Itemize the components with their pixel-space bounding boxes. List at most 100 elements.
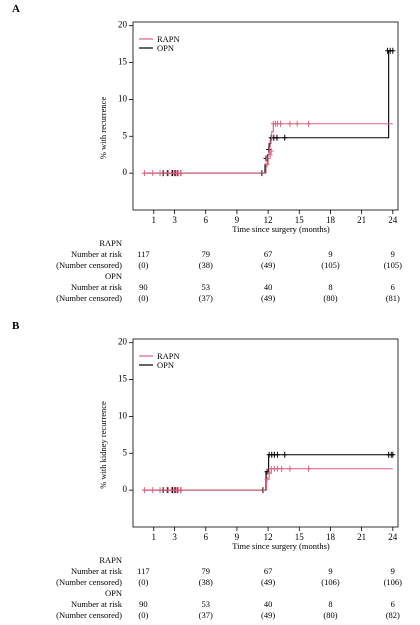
x-tick-label: 3 bbox=[172, 532, 177, 542]
plot-frame bbox=[132, 21, 399, 211]
risk-count: 9 bbox=[391, 566, 395, 576]
x-tick-label: 21 bbox=[357, 532, 366, 542]
y-tick-label: 15 bbox=[118, 374, 128, 384]
legend-label-opn: OPN bbox=[157, 43, 174, 53]
number-censored-label: (Number censored) bbox=[56, 610, 122, 620]
censor-mark-rapn bbox=[279, 465, 285, 472]
censor-mark-rapn bbox=[287, 465, 293, 472]
plot-frame bbox=[132, 338, 399, 528]
censor-mark-opn bbox=[282, 451, 288, 458]
x-tick-label: 6 bbox=[203, 532, 208, 542]
censored-count: (105) bbox=[321, 260, 340, 270]
x-tick-label: 3 bbox=[172, 215, 177, 225]
x-tick-label: 6 bbox=[203, 215, 208, 225]
x-tick-label: 18 bbox=[326, 532, 336, 542]
panel-label: B bbox=[12, 320, 20, 332]
y-tick-label: 5 bbox=[123, 130, 128, 140]
x-tick-label: 15 bbox=[295, 215, 305, 225]
censored-count: (37) bbox=[199, 293, 213, 303]
risk-group-name: RAPN bbox=[99, 555, 122, 565]
series-line-opn bbox=[143, 454, 393, 491]
censored-count: (49) bbox=[261, 610, 275, 620]
censor-mark-rapn bbox=[178, 170, 184, 177]
risk-count: 9 bbox=[328, 249, 332, 259]
risk-count: 53 bbox=[201, 282, 210, 292]
censor-mark-rapn bbox=[306, 120, 312, 127]
risk-count: 8 bbox=[328, 599, 332, 609]
censor-mark-rapn bbox=[264, 476, 270, 483]
censored-count: (105) bbox=[384, 260, 403, 270]
legend-label-opn: OPN bbox=[157, 360, 174, 370]
censored-count: (38) bbox=[199, 260, 213, 270]
censor-mark-rapn bbox=[287, 120, 293, 127]
number-at-risk-label: Number at risk bbox=[71, 282, 123, 292]
series-rapn bbox=[141, 120, 393, 177]
censor-mark-rapn bbox=[268, 148, 274, 155]
x-axis-title: Time since surgery (months) bbox=[232, 541, 330, 551]
y-tick-label: 10 bbox=[118, 410, 128, 420]
series-rapn bbox=[141, 465, 393, 494]
censor-mark-rapn bbox=[178, 487, 184, 494]
censor-mark-rapn bbox=[157, 170, 163, 177]
y-axis-title: % with recurrence bbox=[98, 97, 108, 160]
number-censored-label: (Number censored) bbox=[56, 293, 122, 303]
censored-count: (106) bbox=[321, 577, 340, 587]
y-tick-label: 0 bbox=[123, 484, 128, 494]
censor-mark-rapn bbox=[141, 487, 147, 494]
series-line-rapn bbox=[143, 123, 393, 174]
censor-mark-opn bbox=[282, 134, 288, 141]
x-tick-label: 24 bbox=[388, 215, 398, 225]
y-tick-label: 0 bbox=[123, 167, 128, 177]
x-tick-label: 21 bbox=[357, 215, 366, 225]
censored-count: (49) bbox=[261, 293, 275, 303]
x-tick-label: 12 bbox=[264, 215, 273, 225]
risk-count: 6 bbox=[391, 282, 395, 292]
x-tick-label: 12 bbox=[264, 532, 273, 542]
x-tick-label: 1 bbox=[152, 532, 157, 542]
censored-count: (81) bbox=[386, 293, 400, 303]
censor-mark-rapn bbox=[294, 120, 300, 127]
number-at-risk-label: Number at risk bbox=[71, 249, 123, 259]
risk-count: 40 bbox=[264, 599, 273, 609]
censor-mark-rapn bbox=[266, 470, 272, 477]
risk-group-name: OPN bbox=[105, 271, 122, 281]
x-tick-label: 9 bbox=[235, 215, 240, 225]
number-at-risk-label: Number at risk bbox=[71, 599, 123, 609]
censor-mark-rapn bbox=[150, 487, 156, 494]
censor-mark-rapn bbox=[278, 120, 284, 127]
censor-mark-rapn bbox=[267, 151, 273, 158]
censor-mark-opn bbox=[390, 47, 396, 54]
censored-count: (82) bbox=[386, 610, 400, 620]
censored-count: (106) bbox=[384, 577, 403, 587]
x-tick-label: 9 bbox=[235, 532, 240, 542]
y-tick-label: 15 bbox=[118, 57, 128, 67]
censor-mark-rapn bbox=[157, 487, 163, 494]
panel-label: A bbox=[12, 3, 20, 15]
risk-count: 67 bbox=[264, 249, 273, 259]
y-axis-title: % with kidney recurrence bbox=[98, 401, 108, 489]
risk-count: 67 bbox=[264, 566, 273, 576]
censored-count: (49) bbox=[261, 260, 275, 270]
number-at-risk-label: Number at risk bbox=[71, 566, 123, 576]
legend-label-rapn: RAPN bbox=[157, 351, 180, 361]
risk-count: 9 bbox=[328, 566, 332, 576]
censored-count: (0) bbox=[138, 293, 148, 303]
risk-group-name: OPN bbox=[105, 588, 122, 598]
censored-count: (80) bbox=[323, 610, 337, 620]
series-opn bbox=[143, 47, 396, 177]
risk-count: 79 bbox=[201, 249, 210, 259]
censor-mark-opn bbox=[274, 134, 280, 141]
censor-mark-opn bbox=[390, 451, 396, 458]
y-tick-label: 20 bbox=[118, 20, 128, 30]
risk-group-name: RAPN bbox=[99, 238, 122, 248]
y-tick-label: 10 bbox=[118, 93, 128, 103]
risk-count: 117 bbox=[137, 249, 149, 259]
censor-mark-rapn bbox=[306, 465, 312, 472]
censor-mark-rapn bbox=[265, 155, 271, 162]
risk-count: 40 bbox=[264, 282, 273, 292]
risk-count: 90 bbox=[139, 599, 148, 609]
